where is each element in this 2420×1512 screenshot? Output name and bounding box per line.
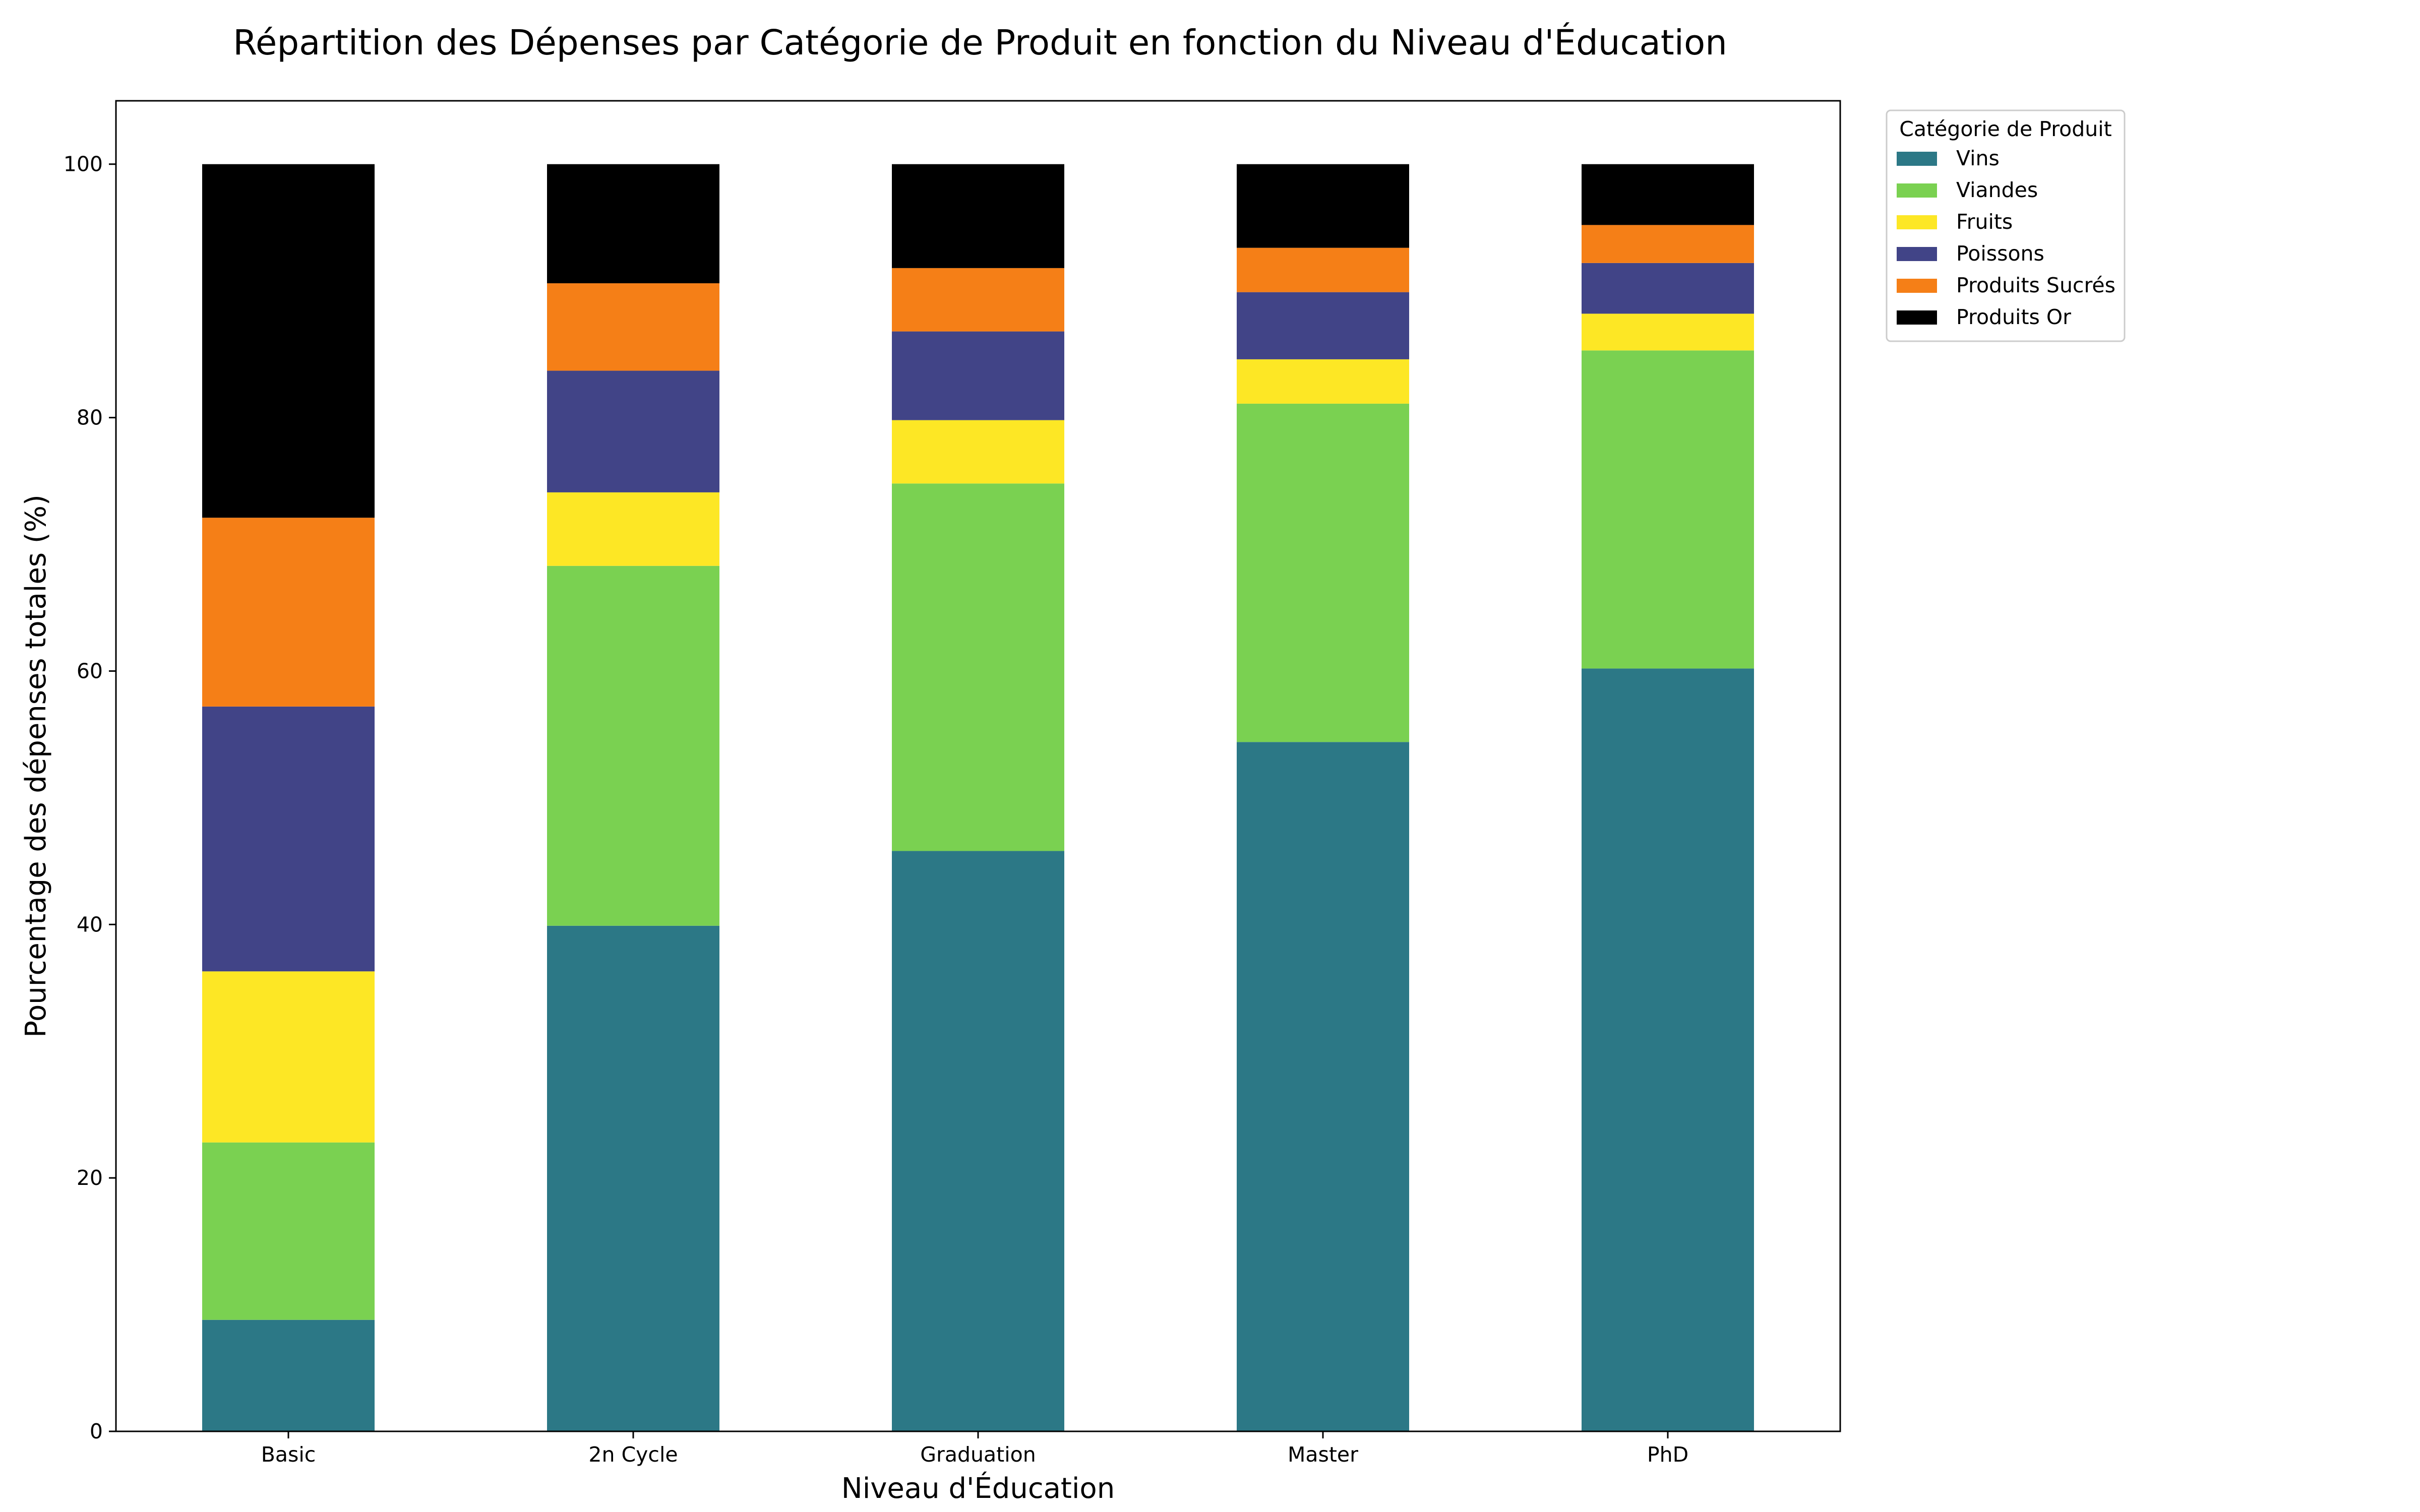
y-tick-label: 60 [77, 659, 103, 683]
legend-swatch [1897, 310, 1937, 325]
bar-segment-produits-or-master [1237, 164, 1409, 248]
x-axis: Basic 2n Cycle Graduation Master PhD [261, 1431, 1688, 1467]
bar-segment-fruits-2n-cycle [547, 492, 719, 566]
legend-label: Produits Sucrés [1956, 273, 2115, 297]
bar-segment-viandes-2n-cycle [547, 565, 719, 926]
y-axis: 0 20 40 60 80 100 [64, 152, 116, 1443]
y-tick-label: 40 [77, 912, 103, 936]
bar-segment-fruits-graduation [892, 420, 1064, 484]
x-tick-label: Basic [261, 1442, 316, 1467]
bar-segment-produits-sucres-2n-cycle [547, 283, 719, 371]
x-tick-label: 2n Cycle [588, 1442, 678, 1467]
chart-title: Répartition des Dépenses par Catégorie d… [233, 22, 1727, 63]
legend-items: Vins Viandes Fruits Poissons Produits Sucrés… [1897, 146, 2115, 329]
bar-segment-poissons-basic [202, 706, 375, 972]
bar-segment-viandes-graduation [892, 483, 1064, 851]
legend-swatch [1897, 152, 1937, 166]
legend-label: Viandes [1956, 178, 2038, 202]
bar-segment-poissons-phd [1582, 263, 1754, 314]
legend-swatch [1897, 247, 1937, 261]
x-tick-label: Master [1288, 1442, 1358, 1467]
bar-segment-produits-sucres-master [1237, 247, 1409, 292]
legend-swatch [1897, 279, 1937, 293]
x-tick-label: Graduation [920, 1442, 1036, 1467]
legend-swatch [1897, 183, 1937, 198]
x-tick-label: PhD [1647, 1442, 1688, 1467]
bar-segment-viandes-basic [202, 1142, 375, 1320]
bar-segment-produits-sucres-basic [202, 518, 375, 707]
bar-segment-poissons-graduation [892, 331, 1064, 420]
legend-title: Catégorie de Produit [1899, 117, 2111, 141]
legend-label: Produits Or [1956, 305, 2071, 329]
bar-segment-produits-sucres-graduation [892, 268, 1064, 332]
bar-segment-produits-or-graduation [892, 164, 1064, 268]
bar-segment-fruits-master [1237, 359, 1409, 404]
bars-group [202, 164, 1754, 1431]
bar-segment-viandes-master [1237, 403, 1409, 742]
legend-frame [1886, 109, 2126, 342]
y-axis-label: Pourcentage des dépenses totales (%) [20, 494, 52, 1038]
bar-segment-produits-or-phd [1582, 164, 1754, 225]
bar-segment-fruits-basic [202, 971, 375, 1143]
legend-swatch [1897, 215, 1937, 229]
legend-label: Vins [1956, 146, 2000, 170]
legend-label: Poissons [1956, 241, 2044, 266]
legend-label: Fruits [1956, 210, 2013, 234]
bar-segment-viandes-phd [1582, 350, 1754, 669]
bar-segment-produits-sucres-phd [1582, 225, 1754, 263]
y-tick-label: 100 [64, 152, 103, 176]
y-tick-label: 0 [90, 1419, 103, 1443]
x-axis-label: Niveau d'Éducation [841, 1472, 1115, 1505]
legend: Catégorie de Produit Vins Viandes Fruits Po… [1886, 109, 2126, 342]
bar-segment-poissons-master [1237, 292, 1409, 359]
bar-segment-poissons-2n-cycle [547, 370, 719, 492]
bar-segment-produits-or-2n-cycle [547, 164, 719, 284]
bar-segment-fruits-phd [1582, 313, 1754, 351]
bar-segment-vins-phd [1582, 668, 1754, 1431]
bar-segment-produits-or-basic [202, 164, 375, 518]
bar-segment-vins-basic [202, 1319, 375, 1431]
y-tick-label: 80 [77, 406, 103, 430]
bar-segment-vins-master [1237, 742, 1409, 1431]
y-tick-label: 20 [77, 1166, 103, 1190]
bar-segment-vins-graduation [892, 851, 1064, 1431]
bar-segment-vins-2n-cycle [547, 925, 719, 1431]
